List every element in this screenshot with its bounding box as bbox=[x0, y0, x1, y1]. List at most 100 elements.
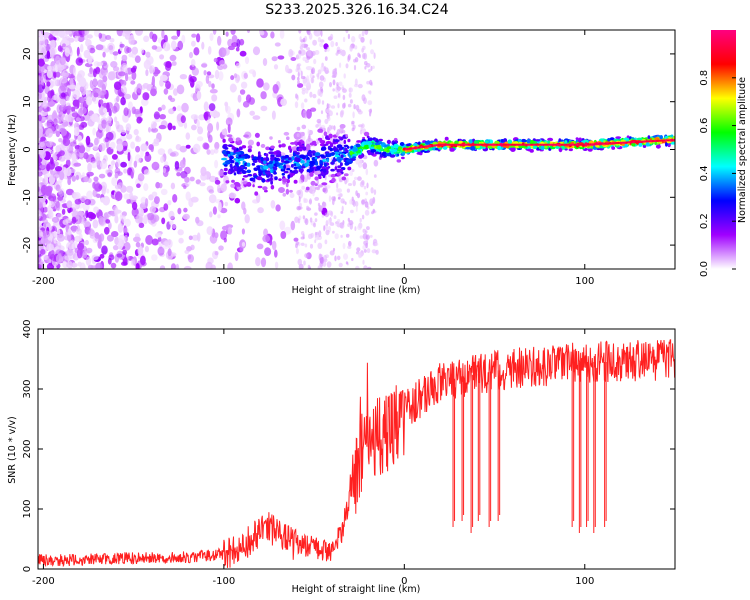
spectrogram-cell bbox=[333, 95, 338, 99]
spectrogram-cell bbox=[615, 136, 622, 139]
spectrogram-cell bbox=[171, 35, 179, 40]
spectrogram-cell bbox=[214, 251, 219, 256]
spectrogram-cell bbox=[133, 160, 138, 168]
spectrogram-cell bbox=[446, 143, 450, 146]
spectrogram-cell bbox=[58, 138, 63, 143]
spectrogram-cell bbox=[240, 169, 245, 173]
spectrogram-cell bbox=[278, 140, 281, 144]
spectrogram-cell bbox=[143, 35, 150, 43]
spectrogram-cell bbox=[323, 144, 327, 147]
spectrogram-cell bbox=[38, 229, 43, 238]
spectrogram-cell bbox=[86, 142, 94, 148]
spectrogram-cell bbox=[363, 52, 368, 60]
spectrogram-cell bbox=[134, 55, 141, 63]
spectrogram-cell bbox=[321, 100, 325, 105]
spectrogram-cell bbox=[170, 263, 177, 269]
spectrogram-cell bbox=[315, 162, 319, 166]
spectrogram-cell bbox=[189, 176, 195, 182]
spectrogram-cell bbox=[471, 146, 475, 151]
spectrogram-cell bbox=[76, 126, 80, 134]
spectrogram-cell bbox=[178, 237, 184, 244]
spectrogram-cell bbox=[230, 30, 236, 35]
spectrogram-cell bbox=[196, 136, 204, 142]
spectrogram-cell bbox=[89, 79, 93, 89]
spectrogram-cell bbox=[260, 156, 264, 162]
spectrogram-cell bbox=[354, 226, 357, 232]
spectrogram-cell bbox=[159, 265, 166, 269]
spectrogram-cell bbox=[256, 193, 261, 203]
spectrogram-cell bbox=[171, 61, 177, 66]
spectrogram-cell bbox=[77, 242, 85, 251]
spectrogram-cell bbox=[52, 64, 59, 73]
spectrogram-cell bbox=[329, 250, 335, 256]
spectrogram-cell bbox=[322, 168, 327, 173]
spectrogram-cell bbox=[49, 39, 56, 50]
spectrogram-cell bbox=[44, 122, 52, 128]
spectrogram-cell bbox=[150, 127, 159, 133]
spectrogram-cell bbox=[647, 135, 651, 140]
spectrogram-cell bbox=[296, 126, 301, 131]
spectrogram-cell bbox=[366, 226, 370, 231]
spectrogram-cell bbox=[386, 139, 391, 145]
spectrogram-cell bbox=[361, 123, 365, 129]
spectrogram-cell bbox=[85, 256, 91, 266]
spectrogram-cell bbox=[154, 196, 159, 202]
spectrogram-cell bbox=[159, 74, 168, 82]
colorbar-ticks bbox=[732, 77, 736, 270]
spectrogram-cell bbox=[338, 262, 343, 268]
spectrogram-cell bbox=[312, 75, 315, 79]
spectrogram-cell bbox=[227, 262, 233, 269]
spectrogram-cell bbox=[325, 220, 329, 226]
spectrogram-cell bbox=[249, 110, 255, 116]
spectrogram-cell bbox=[42, 218, 48, 225]
spectrogram-cell bbox=[244, 214, 250, 224]
spectrogram-cell bbox=[359, 181, 365, 188]
spectrogram-cell bbox=[191, 67, 199, 76]
spectrogram-cell bbox=[317, 265, 323, 269]
spectrogram-cell bbox=[291, 74, 296, 81]
spectrogram-cell bbox=[292, 152, 296, 156]
spectrogram-cell bbox=[38, 171, 43, 177]
spectrogram-cell bbox=[85, 247, 93, 254]
spectrogram-cell bbox=[138, 222, 145, 228]
spectrogram-cell bbox=[312, 93, 317, 99]
spectrogram-cell bbox=[364, 141, 370, 146]
spectrogram-cell bbox=[268, 151, 274, 155]
spectrogram-cell bbox=[270, 31, 275, 39]
spectrogram-cell bbox=[223, 164, 228, 167]
spectrogram-cell bbox=[105, 35, 112, 40]
spectrogram-cell bbox=[90, 161, 98, 169]
spectrogram-cell bbox=[327, 218, 332, 225]
spectrogram-cell bbox=[206, 149, 211, 155]
spectrogram-cell bbox=[111, 231, 119, 238]
spectrogram-cell bbox=[547, 137, 554, 142]
spectrogram-cell bbox=[274, 157, 279, 162]
spectrogram-cell bbox=[304, 218, 309, 226]
spectrogram-cell bbox=[168, 210, 175, 220]
spectrogram-cell bbox=[368, 198, 374, 206]
spectrogram-cell bbox=[180, 115, 186, 124]
spectrogram-cell bbox=[104, 226, 110, 235]
spectrogram-cell bbox=[332, 68, 338, 76]
spectrogram-cell bbox=[39, 164, 46, 169]
spectrogram-cell bbox=[155, 232, 162, 238]
spectrogram-cell bbox=[332, 158, 337, 162]
spectrogram-cell bbox=[161, 104, 166, 111]
spectrogram-cell bbox=[336, 182, 339, 189]
spectrogram-cell bbox=[339, 162, 343, 167]
spectrogram-cell bbox=[357, 176, 362, 181]
spectrogram-cell bbox=[230, 151, 233, 156]
spectrogram-cell bbox=[314, 234, 320, 241]
top-xtick-label: 100 bbox=[575, 276, 594, 287]
spectrogram-cell bbox=[175, 263, 180, 269]
spectrogram-cell bbox=[48, 209, 52, 219]
spectrogram-cell bbox=[55, 200, 60, 208]
spectrogram-cell bbox=[302, 146, 307, 151]
spectrogram-cell bbox=[330, 105, 336, 109]
spectrogram-cell bbox=[209, 149, 215, 156]
spectrogram-cell bbox=[43, 230, 51, 238]
spectrogram-cell bbox=[231, 179, 235, 183]
spectrogram-cell bbox=[332, 247, 336, 252]
spectrogram-cell bbox=[270, 173, 273, 178]
spectrogram-cell bbox=[482, 143, 486, 146]
